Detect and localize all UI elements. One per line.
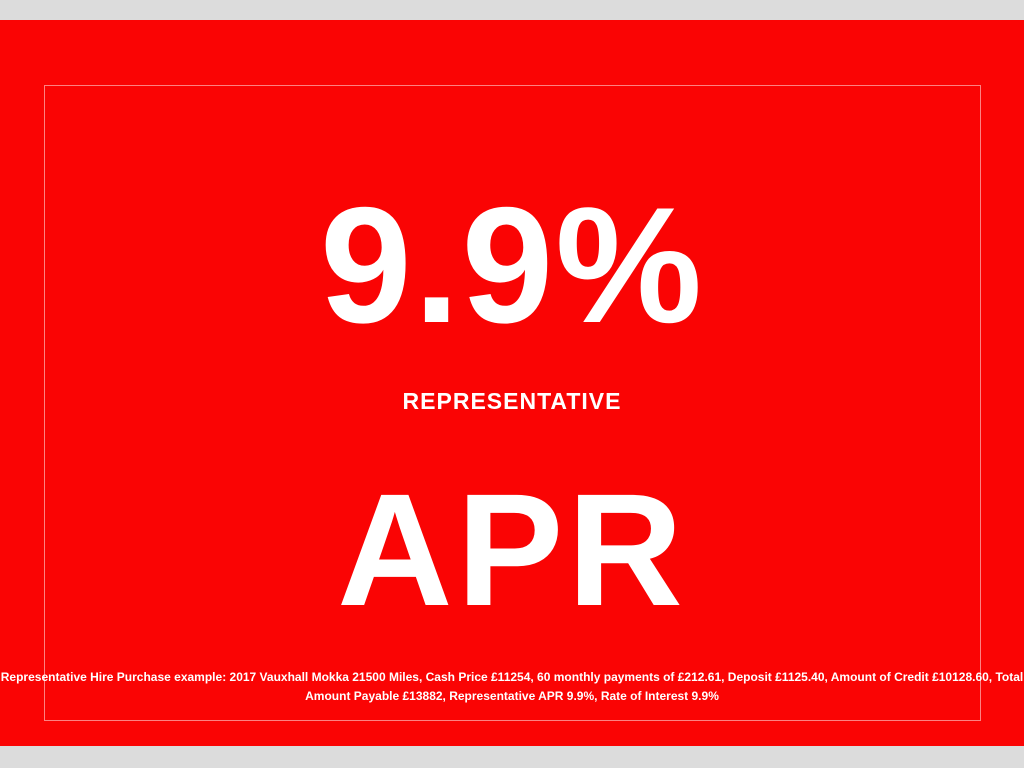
disclaimer-line-1: Representative Hire Purchase example: 20…	[0, 670, 1024, 684]
representative-label: REPRESENTATIVE	[402, 388, 622, 414]
apr-banner: 9.9% REPRESENTATIVE APR Representative H…	[0, 20, 1024, 746]
finance-disclaimer: Representative Hire Purchase example: 20…	[0, 668, 1024, 706]
apr-label: APR	[337, 460, 687, 639]
disclaimer-line-2: Amount Payable £13882, Representative AP…	[305, 689, 719, 703]
apr-rate-value: 9.9%	[319, 173, 705, 357]
